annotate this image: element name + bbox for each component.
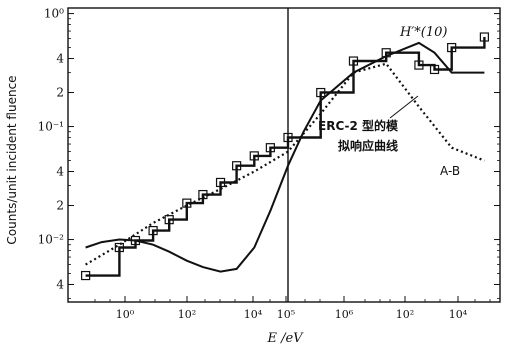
series-stepped-band	[85, 37, 486, 277]
series-solid-line	[85, 41, 485, 273]
series-stepped-marker	[148, 225, 158, 236]
series-stepped-marker	[164, 215, 174, 225]
y-tick-label: 2	[56, 86, 64, 100]
series-stepped-marker	[198, 189, 208, 200]
series-stepped-marker	[182, 198, 192, 208]
y-tick-label: 10⁻¹	[38, 120, 64, 134]
y-tick-label: 4	[56, 277, 64, 291]
x-tick-label: 10²	[178, 308, 196, 321]
y-tick-label: 10⁰	[44, 7, 64, 21]
annotation-leader-line	[389, 95, 419, 119]
series-stepped-marker	[215, 177, 226, 188]
series-stepped-marker	[114, 242, 124, 253]
annotation-h-star: H′*(10)	[399, 25, 447, 40]
x-axis-label: E /eV	[266, 331, 304, 346]
series-stepped-marker	[381, 48, 391, 58]
x-tick-label: 10²	[396, 308, 414, 321]
y-tick-label: 4	[56, 165, 64, 179]
series-stepped-marker	[429, 64, 440, 75]
y-tick-label: 2	[56, 199, 64, 213]
series-stepped-marker	[81, 270, 91, 281]
series-stepped-marker	[479, 32, 489, 42]
series-stepped-marker	[265, 143, 275, 153]
annotation-a-b: A-B	[440, 164, 460, 178]
x-tick-label: 10⁵	[277, 308, 295, 321]
series-stepped-marker	[316, 87, 326, 98]
series-stepped-marker	[414, 60, 424, 70]
series-stepped-marker	[283, 132, 293, 143]
y-axis-label: Counts/unit incident fluence	[5, 75, 19, 244]
x-tick-label: 10⁴	[449, 308, 468, 321]
plot-frame	[67, 7, 501, 303]
x-tick-label: 10⁶	[335, 308, 354, 321]
series-stepped-marker	[447, 42, 457, 53]
series-stepped-marker	[348, 56, 359, 66]
series-stepped-marker	[130, 235, 141, 246]
series-dotted-line	[85, 62, 485, 266]
annotation-erc-line2: 拟响应曲线	[338, 138, 398, 153]
series-stepped-marker	[249, 151, 259, 161]
x-tick-label: 10⁴	[244, 308, 263, 321]
y-tick-label: 10⁻²	[38, 233, 65, 247]
y-tick-label: 4	[56, 52, 64, 66]
x-tick-label: 10⁰	[116, 308, 135, 321]
series-stepped-marker	[232, 161, 242, 171]
annotation-erc-line1: ERC-2 型的模	[318, 118, 399, 133]
